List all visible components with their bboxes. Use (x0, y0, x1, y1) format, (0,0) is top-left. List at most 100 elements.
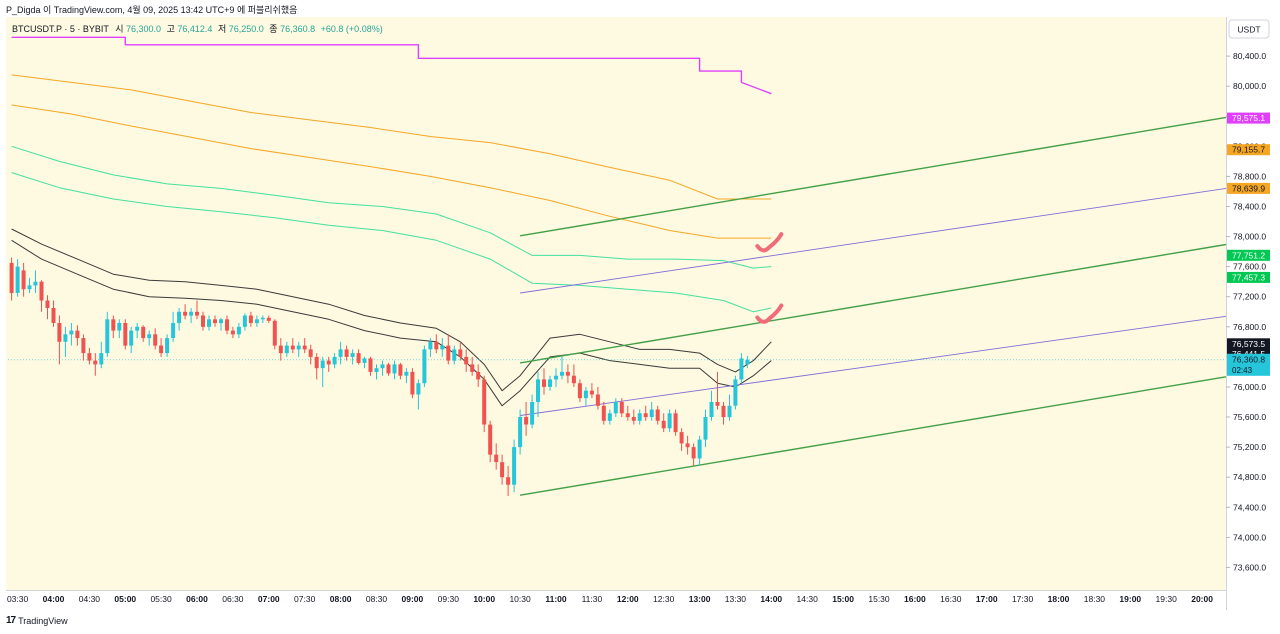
candle-body (548, 379, 552, 387)
candle-body (87, 353, 92, 361)
candle-body (189, 311, 194, 316)
time-tick-label: 19:00 (1119, 594, 1141, 604)
channel-median-upper (520, 187, 1227, 294)
price-tick-label: 77,200.0 (1233, 292, 1266, 302)
price-tick-label: 80,000.0 (1233, 81, 1266, 91)
time-tick-label: 15:00 (832, 594, 854, 604)
candle-body (577, 383, 582, 399)
candle-body (667, 413, 672, 429)
price-tag-value: 79,155.7 (1232, 145, 1265, 155)
price-tag-box (1227, 353, 1270, 376)
time-axis[interactable] (6, 590, 1226, 610)
time-tick-label: 09:00 (402, 594, 424, 604)
candle-body (607, 413, 612, 421)
candle-body (625, 413, 630, 418)
time-tick-label: 11:30 (582, 594, 603, 604)
time-tick-label: 14:00 (760, 594, 782, 604)
time-tick-label: 16:30 (940, 594, 962, 604)
price-tags: 79,575.1 79,155.7 78,639.9 77,751.2 77,457.3… (1227, 112, 1270, 376)
time-tick-label: 04:00 (43, 594, 65, 604)
price-tick-label: 76,800.0 (1233, 322, 1266, 332)
candles (9, 257, 750, 496)
legend-close: 76,360.8 (280, 24, 315, 34)
candle-body (236, 326, 241, 335)
time-tick-label: 13:00 (689, 594, 711, 604)
legend: BTCUSDT.P · 5 · BYBIT 시 76,300.0 고 76,41… (12, 24, 383, 34)
candle-body (135, 326, 140, 331)
legend-symbol: BTCUSDT.P · 5 · BYBIT (12, 24, 109, 34)
tradingview-logo[interactable]: 17 TradingView (6, 615, 68, 626)
chart[interactable]: 73,600.0 74,000.0 74,400.0 74,800.0 75,200.0… (0, 17, 1280, 610)
candle-body (39, 281, 44, 301)
time-tick-label: 08:00 (330, 594, 352, 604)
time-tick-label: 10:30 (509, 594, 531, 604)
time-tick-label: 05:00 (114, 594, 136, 604)
price-tag-value: 77,457.3 (1232, 272, 1265, 282)
candle-body (512, 447, 517, 485)
candle-body (230, 330, 235, 335)
candle-body (99, 353, 104, 365)
price-tick-label: 76,000.0 (1233, 382, 1266, 392)
candle-body (470, 364, 475, 372)
candle-body (679, 432, 684, 444)
candle-body (733, 379, 738, 406)
candle-body (213, 319, 217, 324)
candle-body (691, 447, 696, 459)
upper-check-mark (755, 232, 784, 253)
candle-body (571, 375, 576, 384)
time-tick-label: 11:00 (545, 594, 567, 604)
candle-body (266, 317, 271, 321)
candle-body (464, 356, 469, 365)
time-tick-label: 18:30 (1084, 594, 1106, 604)
candle-body (422, 349, 427, 384)
candle-body (428, 341, 433, 350)
price-tag-box (1227, 338, 1270, 350)
candle-body (201, 315, 205, 327)
candle-body (57, 323, 62, 342)
price-tick-label: 74,800.0 (1233, 472, 1266, 482)
candle-body (93, 360, 98, 365)
candle-body (560, 371, 564, 376)
candle-body (374, 368, 379, 372)
candle-body (147, 334, 152, 339)
time-tick-label: 08:30 (366, 594, 388, 604)
candle-body (410, 371, 415, 395)
candle-body (320, 360, 325, 369)
price-tick-label: 74,000.0 (1233, 532, 1266, 542)
time-ticks: 03:30 04:00 04:30 05:00 05:30 06:00 06:30 07:00… (7, 594, 1213, 604)
time-tick-label: 05:30 (150, 594, 172, 604)
time-tick-label: 18:00 (1048, 594, 1070, 604)
candle-body (195, 311, 199, 316)
currency-button[interactable]: USDT (1228, 19, 1270, 39)
candle-body (554, 375, 558, 380)
candle-body (284, 345, 289, 354)
magenta-step-line (11, 36, 772, 95)
time-tick-label: 07:30 (294, 594, 316, 604)
candle-body (207, 319, 211, 327)
candle-body (81, 338, 86, 354)
candle-body (565, 371, 570, 376)
candle-body (171, 323, 176, 338)
candle-body (9, 262, 14, 293)
candle-body (296, 345, 301, 350)
legend-open-label: 시 (115, 24, 123, 34)
candle-body (452, 349, 457, 361)
legend-low: 76,250.0 (229, 24, 264, 34)
time-tick-label: 19:30 (1156, 594, 1178, 604)
candle-body (500, 462, 505, 478)
candle-body (123, 323, 128, 346)
candle-body (278, 345, 283, 354)
candle-body (350, 353, 355, 357)
price-tag-value: 77,751.2 (1232, 250, 1265, 260)
price-tick-label: 78,400.0 (1233, 202, 1266, 212)
price-axis[interactable] (1226, 17, 1274, 610)
lower-check-mark (755, 303, 784, 324)
orange-band-lower (11, 104, 772, 239)
header: P_Digda 이 TradingView.com, 4월 09, 2025 1… (0, 0, 1280, 17)
candle-body (362, 358, 367, 363)
time-tick-label: 10:00 (473, 594, 495, 604)
candle-body (595, 394, 600, 406)
channel-lower-line (519, 376, 1227, 496)
candle-body (338, 349, 343, 357)
currency-label: USDT (1237, 25, 1260, 35)
